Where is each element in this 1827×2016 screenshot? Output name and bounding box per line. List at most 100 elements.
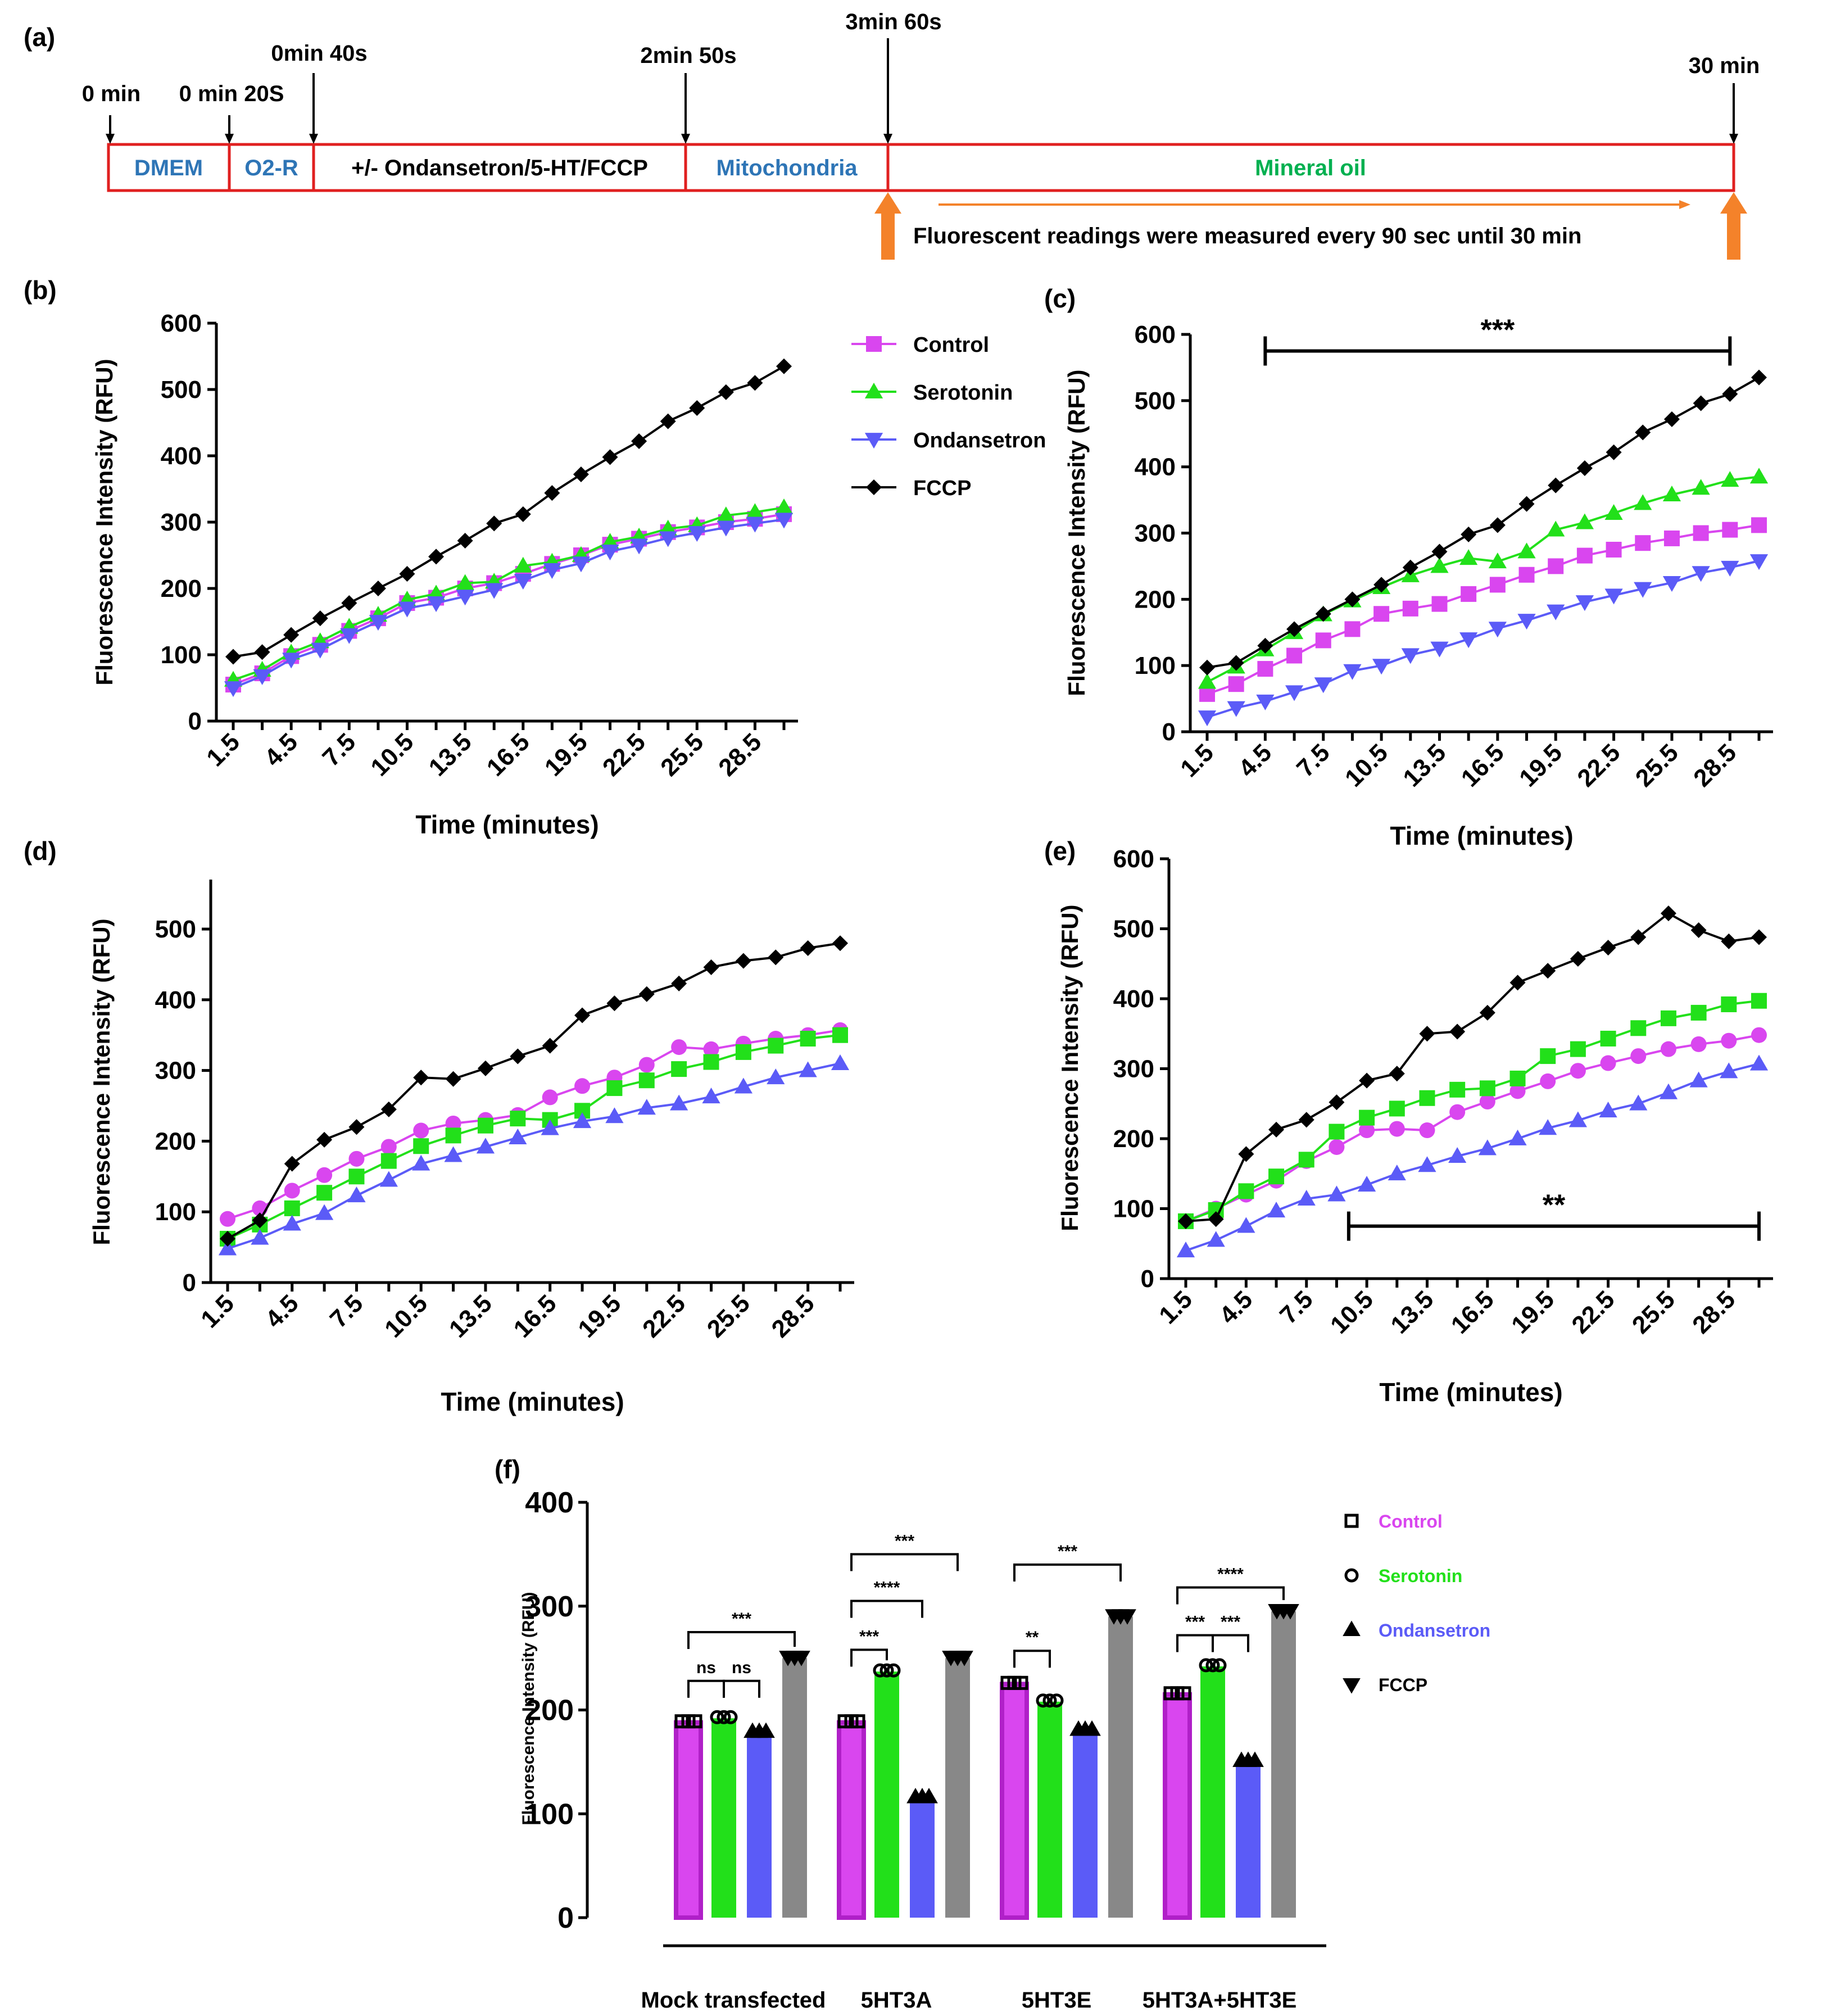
significance-label: **** <box>1217 1565 1244 1583</box>
data-point <box>1431 596 1448 612</box>
data-point <box>1449 1023 1466 1040</box>
data-point <box>1401 648 1420 664</box>
data-point <box>747 375 763 391</box>
data-point <box>225 649 241 665</box>
data-point <box>1600 1030 1616 1046</box>
marker-arrowhead-0min20s <box>225 134 234 144</box>
data-point <box>1285 685 1304 701</box>
legend-marker <box>866 479 882 495</box>
marker-arrowhead-0min <box>106 134 115 144</box>
orange-up-arrow-end <box>1720 192 1747 260</box>
legend-marker <box>864 382 883 398</box>
replicate-point <box>1205 1658 1220 1673</box>
data-point <box>1431 543 1448 560</box>
x-tick-label: 25.5 <box>655 728 709 781</box>
data-point <box>689 400 705 416</box>
bar-series-control <box>674 1675 1192 1920</box>
replicate-point <box>1014 1675 1028 1690</box>
data-point <box>316 1167 333 1183</box>
series-fccp <box>1178 905 1767 1229</box>
significance-label: *** <box>1058 1542 1077 1561</box>
timeline-panel: DMEM O2-R +/- Ondansetron/5-HT/FCCP Mito… <box>82 10 1760 260</box>
category-label: 5HT3A+5HT3E <box>1143 1988 1297 2013</box>
significance-label: *** <box>859 1627 879 1646</box>
x-tick-label: 16.5 <box>482 728 535 781</box>
x-tick-label: 1.5 <box>201 728 245 772</box>
data-point <box>1576 460 1593 477</box>
y-tick-label: 400 <box>155 986 196 1014</box>
data-point <box>1298 1152 1314 1168</box>
legend-item-ondansetron: Ondansetron <box>851 429 1046 452</box>
legend-marker <box>866 336 882 352</box>
data-point <box>1237 1217 1255 1233</box>
x-tick-label: 10.5 <box>1325 1285 1379 1339</box>
data-point <box>606 1080 623 1097</box>
replicate-point <box>1042 1693 1057 1708</box>
series-fccp <box>225 358 792 665</box>
data-point <box>1286 621 1303 637</box>
x-tick-label: 19.5 <box>573 1289 626 1343</box>
data-point <box>1402 600 1418 617</box>
data-point <box>476 1138 495 1154</box>
data-point <box>1660 1041 1676 1057</box>
significance-label: *** <box>895 1532 914 1550</box>
data-point <box>734 1077 752 1094</box>
panel-label-a: (a) <box>24 22 55 52</box>
replicate-point <box>1199 1658 1213 1673</box>
data-point <box>515 506 531 522</box>
legend-marker <box>1344 1568 1359 1583</box>
x-tick-label: 28.5 <box>1687 1285 1740 1339</box>
data-point <box>1488 552 1507 569</box>
data-point <box>1419 1090 1435 1106</box>
replicate-point <box>1246 1751 1264 1767</box>
data-point <box>379 1171 398 1187</box>
data-point <box>1721 933 1737 949</box>
x-tick-label: 25.5 <box>1630 739 1684 792</box>
data-point <box>1256 694 1275 710</box>
data-point <box>671 1061 687 1077</box>
data-point <box>1344 621 1361 637</box>
x-axis-title: Time (minutes) <box>1379 1378 1562 1407</box>
y-tick-label: 400 <box>1135 454 1176 481</box>
data-point <box>1540 1048 1556 1064</box>
data-point <box>1606 444 1622 460</box>
data-point <box>1721 1032 1737 1049</box>
data-point <box>1448 1147 1467 1163</box>
data-point <box>768 949 784 966</box>
data-point <box>445 1071 461 1087</box>
bar-series-ondansetron <box>744 1720 1264 1918</box>
data-point <box>370 581 386 596</box>
data-point <box>774 513 794 529</box>
data-point <box>1751 517 1767 533</box>
legend-f-item-serotonin: Serotonin <box>1344 1566 1462 1586</box>
y-tick-label: 0 <box>1162 718 1176 746</box>
data-point <box>444 1146 463 1162</box>
significance-bracket: ns <box>687 1659 725 1698</box>
data-point <box>1570 1063 1586 1079</box>
data-point <box>800 940 816 957</box>
category-label: 5HT3E <box>1022 1988 1092 2013</box>
bar <box>1037 1701 1062 1918</box>
replicate-point <box>955 1651 973 1666</box>
data-point <box>574 1007 591 1023</box>
data-point <box>1508 1129 1527 1145</box>
data-point <box>1343 664 1362 680</box>
y-tick-label: 600 <box>161 310 202 337</box>
data-point <box>220 1231 235 1247</box>
chart-e: 0 100 200 300 400 500 600 1.5 4.5 7.5 10.5 13.5 16.5… <box>1057 845 1773 1407</box>
y-tick-label: 200 <box>1135 586 1176 613</box>
data-point <box>510 1111 526 1127</box>
bar <box>711 1718 736 1918</box>
significance-bracket: **** <box>850 1579 923 1618</box>
series-ondansetron <box>218 1054 850 1256</box>
x-axis-title: Time (minutes) <box>441 1387 624 1416</box>
data-point <box>1228 676 1244 692</box>
bar <box>1271 1611 1296 1918</box>
data-point <box>456 574 474 590</box>
y-tick-label: 600 <box>1113 845 1154 873</box>
x-tick-label: 13.5 <box>423 728 477 781</box>
bracket-line <box>687 1679 725 1698</box>
x-tick-label: 13.5 <box>1398 739 1451 792</box>
x-tick-label: 4.5 <box>259 728 303 772</box>
legend-marker <box>1344 1514 1359 1528</box>
